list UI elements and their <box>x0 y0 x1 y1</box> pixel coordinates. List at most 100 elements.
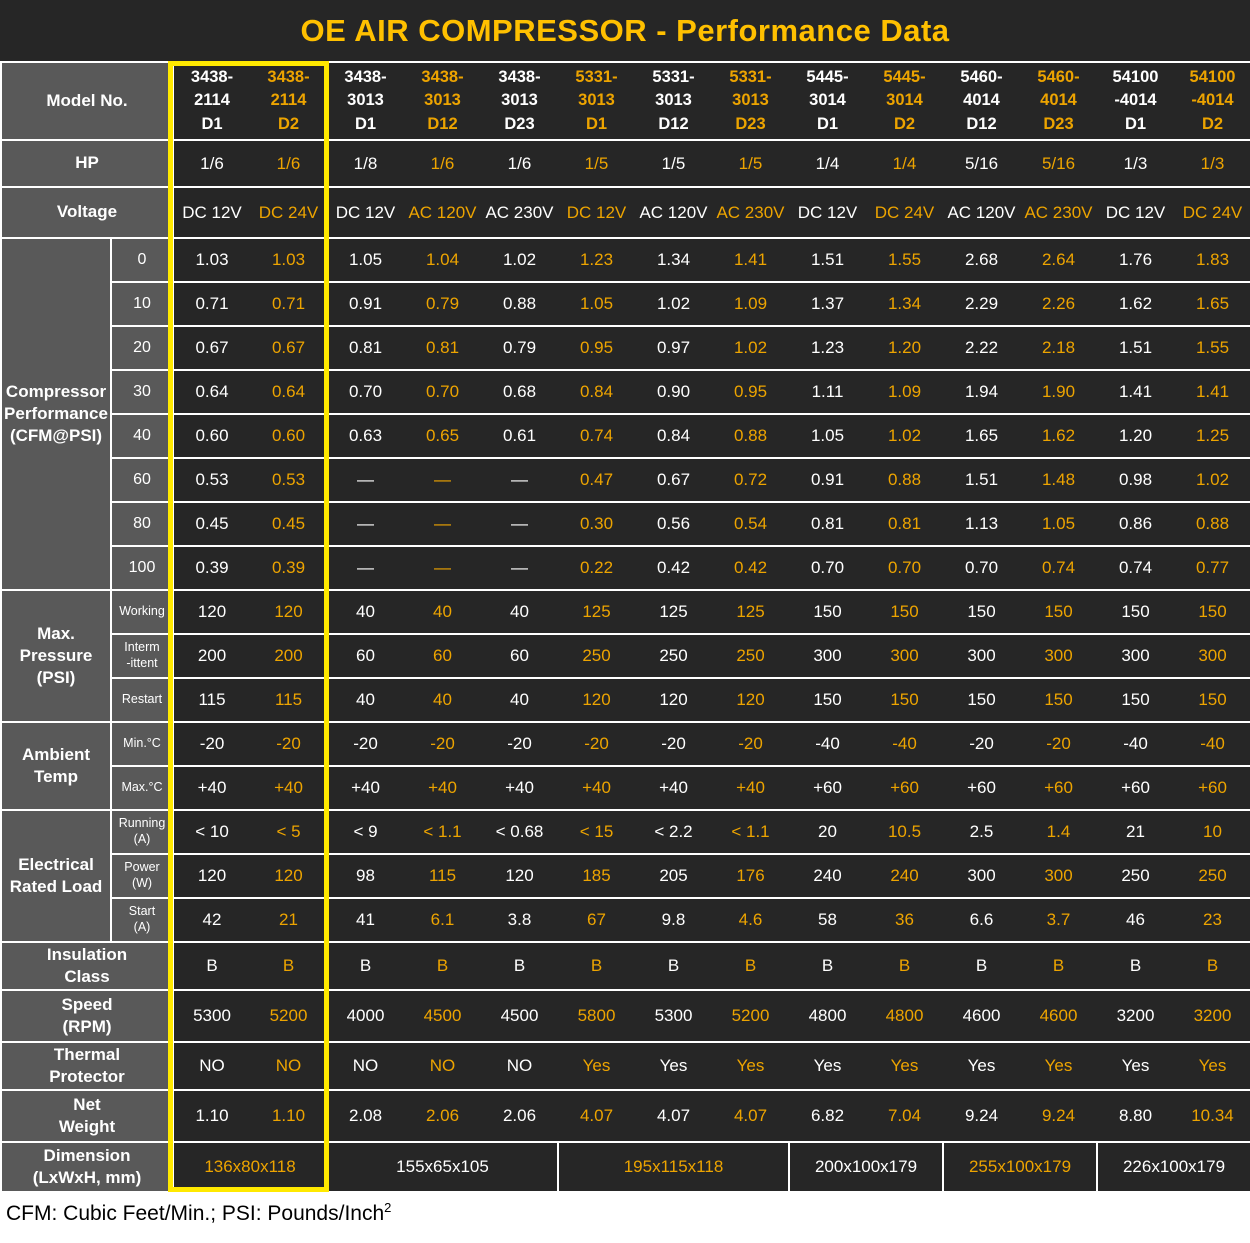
data-cell: AC 230V <box>481 186 558 239</box>
data-cell: 0.84 <box>635 413 712 459</box>
dimension-cell: 226x100x179 <box>1096 1141 1250 1193</box>
row-label-insulation: Insulation Class <box>0 941 174 991</box>
data-cell: 0.97 <box>635 325 712 371</box>
data-cell: — <box>481 457 558 503</box>
row-sublabel: Min.°C <box>110 721 174 767</box>
data-cell: 2.06 <box>404 1089 481 1143</box>
data-cell: Yes <box>1097 1041 1174 1091</box>
data-cell: 120 <box>250 853 327 899</box>
data-cell: 150 <box>943 677 1020 723</box>
table-row: Interm -ittent 200 200 60 60 60 250 250 250 300 300… <box>1 633 1250 679</box>
data-cell: 6.6 <box>943 897 1020 943</box>
data-cell: 0.77 <box>1174 545 1250 591</box>
row-sublabel: 100 <box>110 545 174 591</box>
data-cell: < 1.1 <box>712 809 789 855</box>
data-cell: 1/4 <box>789 139 866 188</box>
data-cell: 2.22 <box>943 325 1020 371</box>
data-cell: 150 <box>866 677 943 723</box>
spec-table-body: Model No. 3438- 2114 D1 3438- 2114 D2 3438- 3013… <box>0 61 1250 1193</box>
data-cell: 1.23 <box>558 237 635 283</box>
data-cell: +40 <box>558 765 635 811</box>
data-cell: 3438- 3013 D12 <box>404 61 481 141</box>
data-cell: Yes <box>712 1041 789 1091</box>
data-cell: 58 <box>789 897 866 943</box>
data-cell: 2.29 <box>943 281 1020 327</box>
footer-note: CFM: Cubic Feet/Min.; PSI: Pounds/Inch2 <box>0 1193 1250 1243</box>
table-row: Power (W) 120 120 98 115 120 185 205 176 240 240 300… <box>1 853 1250 899</box>
row-label-voltage: Voltage <box>0 186 174 239</box>
table-row: 40 0.60 0.60 0.63 0.65 0.61 0.74 0.84 0.88 1.05 1.… <box>1 413 1250 459</box>
data-cell: 4600 <box>943 989 1020 1043</box>
data-cell: 125 <box>635 589 712 635</box>
table-row: Speed (RPM) 5300 5200 4000 4500 4500 5800 5300 52… <box>0 989 1250 1043</box>
data-cell: 150 <box>1174 677 1250 723</box>
data-cell: B <box>250 941 327 991</box>
dimension-cell: 155x65x105 <box>326 1141 559 1193</box>
row-sublabel: Power (W) <box>110 853 174 899</box>
data-cell: 0.95 <box>558 325 635 371</box>
data-cell: 1.34 <box>866 281 943 327</box>
data-cell: < 2.2 <box>635 809 712 855</box>
data-cell: 0.45 <box>173 501 250 547</box>
row-sublabel: 60 <box>110 457 174 503</box>
data-cell: 4500 <box>404 989 481 1043</box>
row-label-dimension: Dimension (LxWxH, mm) <box>0 1141 174 1193</box>
data-cell: 1.02 <box>1174 457 1250 503</box>
data-cell: 0.65 <box>404 413 481 459</box>
data-cell: 3438- 2114 D1 <box>173 61 250 141</box>
data-cell: 5/16 <box>1020 139 1097 188</box>
data-cell: 1.05 <box>327 237 404 283</box>
data-cell: 36 <box>866 897 943 943</box>
data-cell: — <box>404 501 481 547</box>
data-cell: B <box>404 941 481 991</box>
data-cell: 0.81 <box>327 325 404 371</box>
table-row: Voltage DC 12V DC 24V DC 12V AC 120V AC 230V D… <box>0 186 1250 239</box>
data-cell: 300 <box>943 853 1020 899</box>
data-cell: 5331- 3013 D23 <box>712 61 789 141</box>
data-cell: 0.74 <box>558 413 635 459</box>
data-cell: 0.67 <box>173 325 250 371</box>
data-cell: 1.05 <box>789 413 866 459</box>
data-cell: DC 24V <box>866 186 943 239</box>
table-row: 80 0.45 0.45— — —0.30 0.56 0.54 0.81 0.81 1.13 1.0… <box>1 501 1250 547</box>
row-sublabel: 30 <box>110 369 174 415</box>
data-cell: 0.39 <box>173 545 250 591</box>
data-cell: 300 <box>866 633 943 679</box>
data-cell: 4800 <box>866 989 943 1043</box>
page-title: OE AIR COMPRESSOR - Performance Data <box>300 12 950 48</box>
data-cell: -20 <box>481 721 558 767</box>
data-cell: 6.82 <box>789 1089 866 1143</box>
data-cell: Yes <box>635 1041 712 1091</box>
data-cell: 1.83 <box>1174 237 1250 283</box>
data-cell: — <box>481 545 558 591</box>
data-cell: 0.81 <box>866 501 943 547</box>
data-cell: 0.61 <box>481 413 558 459</box>
data-cell: 0.91 <box>789 457 866 503</box>
table-row: 60 0.53 0.53— — —0.47 0.67 0.72 0.91 0.88 1.51 1.4… <box>1 457 1250 503</box>
data-cell: 4000 <box>327 989 404 1043</box>
data-cell: 9.24 <box>1020 1089 1097 1143</box>
data-cell: 40 <box>481 677 558 723</box>
data-cell: AC 120V <box>635 186 712 239</box>
data-cell: 0.71 <box>173 281 250 327</box>
row-sublabel: 0 <box>110 237 174 283</box>
data-cell: 0.74 <box>1020 545 1097 591</box>
data-cell: 4.07 <box>635 1089 712 1143</box>
data-cell: 1/8 <box>327 139 404 188</box>
data-cell: — <box>481 501 558 547</box>
data-cell: 40 <box>327 589 404 635</box>
data-cell: -20 <box>404 721 481 767</box>
data-cell: 5331- 3013 D1 <box>558 61 635 141</box>
row-sublabel: 80 <box>110 501 174 547</box>
data-cell: 200 <box>250 633 327 679</box>
data-cell: 5200 <box>712 989 789 1043</box>
data-cell: 0.70 <box>866 545 943 591</box>
data-cell: 23 <box>1174 897 1250 943</box>
data-cell: 0.70 <box>404 369 481 415</box>
data-cell: 1.10 <box>250 1089 327 1143</box>
data-cell: 3438- 2114 D2 <box>250 61 327 141</box>
data-cell: +40 <box>327 765 404 811</box>
data-cell: 0.39 <box>250 545 327 591</box>
data-cell: 1.65 <box>943 413 1020 459</box>
